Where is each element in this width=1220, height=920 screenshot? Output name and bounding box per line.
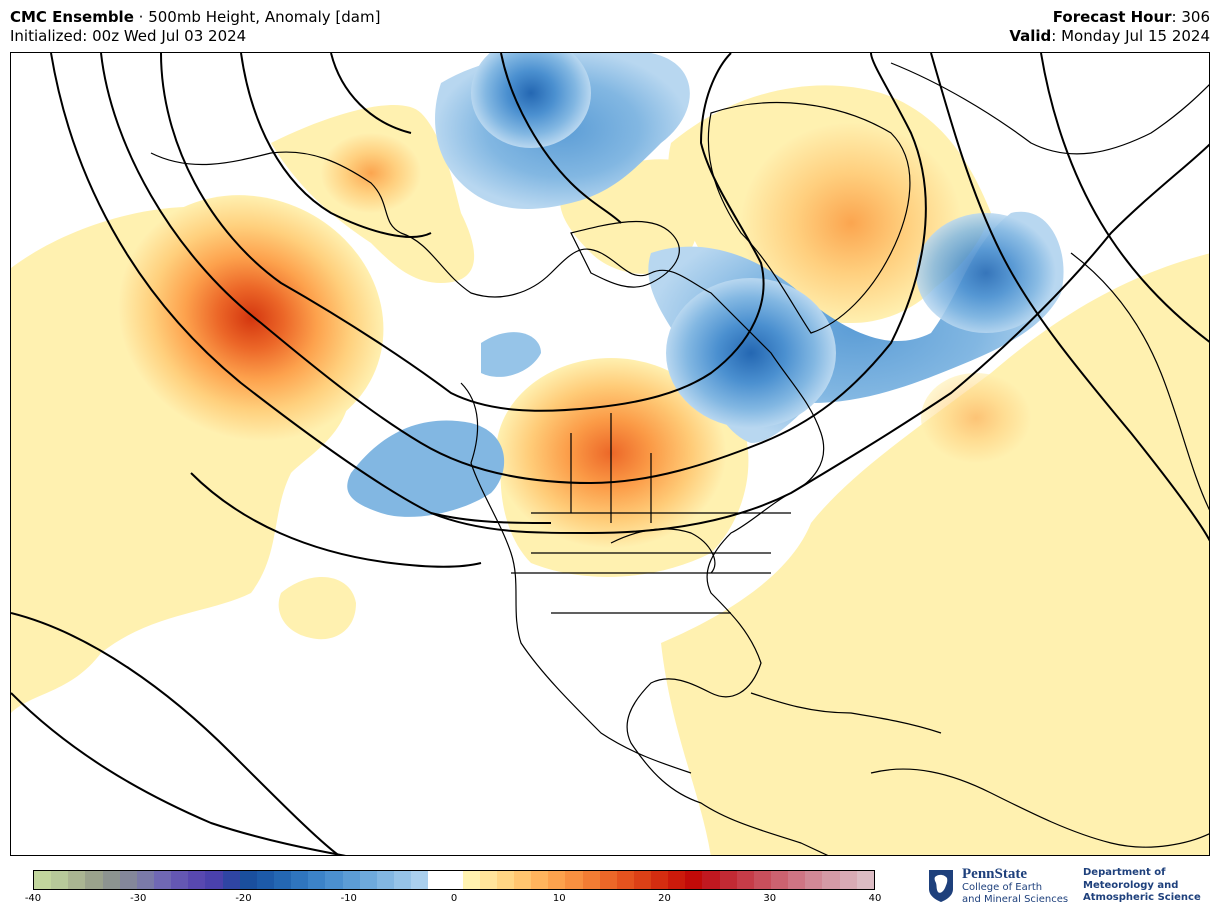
colorbar-swatch bbox=[736, 871, 754, 889]
colorbar-swatch bbox=[462, 871, 480, 889]
colorbar-swatch bbox=[805, 871, 823, 889]
logo-line-1: College of Earth bbox=[962, 882, 1043, 893]
product-name: 500mb Height, Anomaly [dam] bbox=[148, 8, 381, 26]
colorbar-tick-label: 0 bbox=[450, 893, 458, 904]
department-line-1: Department of bbox=[1083, 867, 1166, 878]
colorbar-swatch bbox=[119, 871, 137, 889]
pennstate-logo: PennState College of Earth and Mineral S… bbox=[928, 863, 1078, 909]
logo-text: PennState College of Earth and Mineral S… bbox=[962, 866, 1068, 906]
colorbar-swatch bbox=[548, 871, 566, 889]
anomaly-map bbox=[10, 52, 1210, 856]
map-title-block: CMC Ensemble · 500mb Height, Anomaly [da… bbox=[10, 8, 380, 46]
colorbar-swatch bbox=[205, 871, 223, 889]
colorbar-swatch bbox=[222, 871, 240, 889]
colorbar-swatch bbox=[839, 871, 857, 889]
colorbar-swatch bbox=[342, 871, 360, 889]
department-line-3: Atmospheric Science bbox=[1083, 892, 1201, 903]
colorbar-swatch bbox=[788, 871, 806, 889]
colorbar-swatch bbox=[531, 871, 549, 889]
colorbar-swatch bbox=[136, 871, 154, 889]
colorbar-swatch bbox=[856, 871, 874, 889]
colorbar-swatch bbox=[582, 871, 600, 889]
colorbar-tick-label: 40 bbox=[868, 893, 882, 904]
colorbar-swatch bbox=[359, 871, 377, 889]
colorbar-swatch bbox=[51, 871, 69, 889]
forecast-hour-label: Forecast Hour bbox=[1052, 8, 1172, 26]
colorbar-swatch bbox=[239, 871, 257, 889]
colorbar-swatch bbox=[393, 871, 412, 889]
colorbar-swatch bbox=[34, 871, 52, 889]
colorbar-swatch bbox=[188, 871, 206, 889]
colorbar-swatch bbox=[325, 871, 343, 889]
colorbar-swatch bbox=[496, 871, 514, 889]
model-name: CMC Ensemble bbox=[10, 8, 134, 26]
colorbar-swatch bbox=[445, 871, 463, 889]
colorbar-tick-label: 20 bbox=[658, 893, 671, 904]
anomaly-fill-negative bbox=[347, 53, 1064, 517]
colorbar-swatch bbox=[633, 871, 652, 889]
colorbar-swatch bbox=[513, 871, 532, 889]
colorbar-swatch bbox=[411, 871, 429, 889]
nittany-lion-shield-icon bbox=[929, 870, 953, 902]
colorbar-tick-label: -10 bbox=[340, 893, 357, 904]
valid-time: Valid: Monday Jul 15 2024 bbox=[1009, 27, 1210, 46]
anomaly-colorbar bbox=[33, 870, 875, 890]
colorbar-tick-label: -30 bbox=[130, 893, 147, 904]
colorbar-swatch bbox=[719, 871, 737, 889]
forecast-hour-value: : 306 bbox=[1171, 8, 1210, 26]
colorbar-tick-label: -20 bbox=[235, 893, 252, 904]
department-label: Department of Meteorology and Atmospheri… bbox=[1083, 867, 1201, 905]
colorbar-swatch bbox=[68, 871, 86, 889]
colorbar-ticks: -40 -30 -20 -10 0 10 20 30 40 bbox=[25, 893, 882, 907]
department-line-2: Meteorology and bbox=[1083, 879, 1179, 891]
colorbar-swatch bbox=[102, 871, 120, 889]
colorbar-swatch bbox=[256, 871, 274, 889]
colorbar-swatch bbox=[479, 871, 497, 889]
colorbar-swatch bbox=[85, 871, 103, 889]
colorbar-swatch bbox=[308, 871, 326, 889]
colorbar-swatch bbox=[685, 871, 703, 889]
valid-label: Valid bbox=[1009, 27, 1052, 45]
colorbar-swatch bbox=[771, 871, 789, 889]
colorbar-swatch bbox=[428, 871, 446, 889]
colorbar-swatch bbox=[273, 871, 292, 889]
colorbar-tick-label: 30 bbox=[763, 893, 777, 904]
valid-value: : Monday Jul 15 2024 bbox=[1051, 27, 1210, 45]
colorbar-tick-label: -40 bbox=[24, 893, 42, 904]
colorbar-swatch bbox=[753, 871, 772, 889]
logo-name: PennState bbox=[962, 866, 1027, 882]
forecast-info-block: Forecast Hour: 306 Valid: Monday Jul 15 … bbox=[1009, 8, 1210, 46]
colorbar-swatch bbox=[291, 871, 309, 889]
logo-line-2: and Mineral Sciences bbox=[962, 894, 1069, 905]
forecast-hour: Forecast Hour: 306 bbox=[1009, 8, 1210, 27]
colorbar-swatch bbox=[822, 871, 840, 889]
initialized-time: Initialized: 00z Wed Jul 03 2024 bbox=[10, 27, 247, 45]
title-separator: · bbox=[133, 8, 149, 26]
colorbar-swatch bbox=[668, 871, 686, 889]
colorbar-swatch bbox=[171, 871, 189, 889]
colorbar-swatch bbox=[616, 871, 634, 889]
height-contours bbox=[11, 53, 1209, 855]
colorbar-swatch bbox=[702, 871, 720, 889]
coastlines bbox=[150, 62, 1209, 855]
map-title: CMC Ensemble · 500mb Height, Anomaly [da… bbox=[10, 8, 380, 27]
colorbar-swatch bbox=[376, 871, 394, 889]
colorbar-swatch bbox=[565, 871, 583, 889]
colorbar-swatch bbox=[153, 871, 172, 889]
colorbar-swatch bbox=[651, 871, 669, 889]
map-canvas bbox=[11, 53, 1209, 855]
colorbar-tick-label: 10 bbox=[552, 893, 566, 904]
colorbar-swatch bbox=[599, 871, 617, 889]
